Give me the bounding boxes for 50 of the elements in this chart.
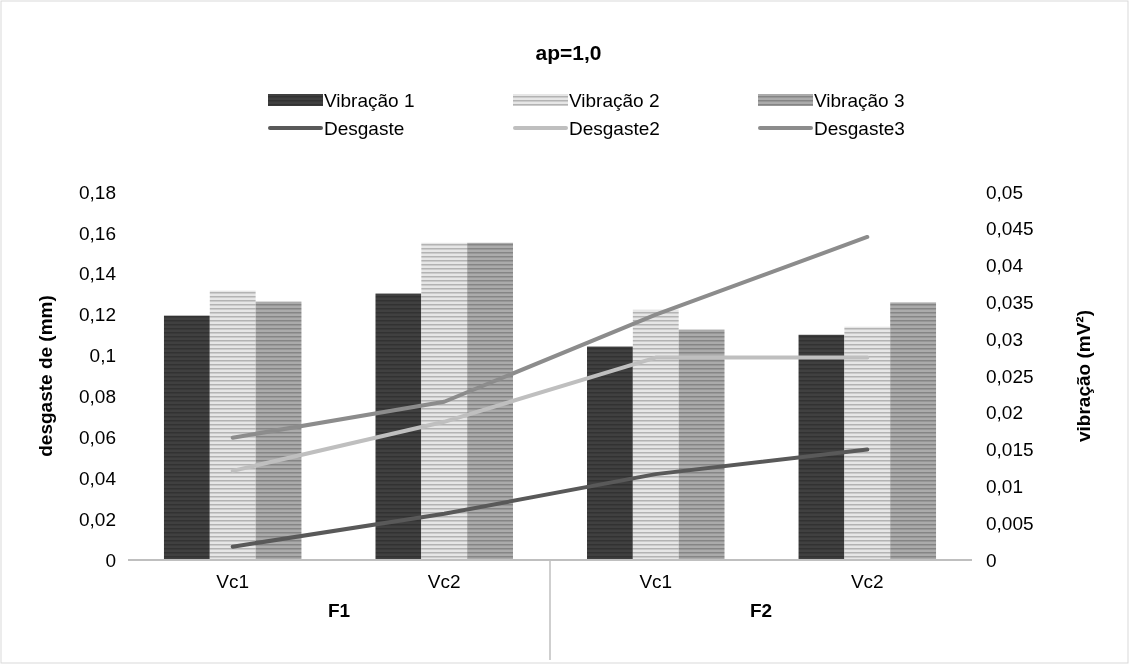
y2-tick-label: 0,015 — [986, 439, 1034, 461]
bar — [209, 290, 256, 560]
y2-tick-label: 0,04 — [986, 255, 1024, 277]
y2-tick-label: 0,005 — [986, 512, 1034, 534]
y2-tick-label: 0,05 — [986, 181, 1023, 203]
legend-label: Desgaste — [324, 117, 405, 139]
y-tick-label: 0,12 — [79, 304, 116, 326]
y-tick-label: 0,14 — [79, 263, 117, 285]
legend-label: Vibração 3 — [814, 89, 905, 111]
y-tick-label: 0,1 — [89, 345, 116, 367]
y2-tick-label: 0,03 — [986, 328, 1023, 350]
line-series — [230, 234, 870, 440]
text: F2 — [749, 600, 773, 621]
bar — [587, 346, 633, 560]
y-tick-label: 0 — [105, 549, 116, 571]
y-tick-label: 0,02 — [79, 508, 116, 530]
y-tick-label: 0,04 — [79, 467, 117, 489]
y-tick-label: 0,08 — [79, 386, 116, 408]
y-axis-title: desgaste de (mm) — [35, 295, 56, 457]
legend-label: Vibração 2 — [569, 89, 660, 111]
chart-title: ap=1,0 — [535, 41, 602, 64]
y2-tick-label: 0,045 — [986, 218, 1034, 240]
legend-label: Desgaste3 — [814, 117, 905, 139]
y-tick-label: 0,06 — [79, 426, 116, 448]
x-tick-label: Vc2 — [850, 571, 884, 592]
bar — [890, 302, 937, 560]
bar — [375, 293, 422, 560]
bar — [844, 326, 891, 560]
bar — [163, 315, 210, 560]
bar — [632, 309, 679, 560]
y2-tick-label: 0,02 — [986, 402, 1023, 424]
line-series — [230, 447, 870, 549]
text: F1 — [327, 600, 351, 621]
bar — [255, 301, 302, 560]
y2-tick-label: 0,035 — [986, 292, 1034, 314]
bar — [421, 242, 468, 560]
y2-tick-label: 0,025 — [986, 365, 1034, 387]
x-tick-label: Vc1 — [216, 571, 250, 592]
y2-axis-title: vibração (mV²) — [1073, 310, 1094, 442]
y2-tick-label: 0,01 — [986, 476, 1023, 498]
y-tick-label: 0,16 — [79, 222, 116, 244]
x-tick-label: Vc2 — [427, 571, 461, 592]
y-tick-label: 0,18 — [79, 181, 116, 203]
legend-label: Desgaste2 — [569, 117, 660, 139]
bar — [467, 242, 513, 560]
bar — [678, 329, 725, 560]
legend-label: Vibração 1 — [324, 89, 415, 111]
y2-tick-label: 0 — [986, 549, 997, 571]
x-tick-label: Vc1 — [639, 571, 673, 592]
bar — [798, 334, 845, 560]
